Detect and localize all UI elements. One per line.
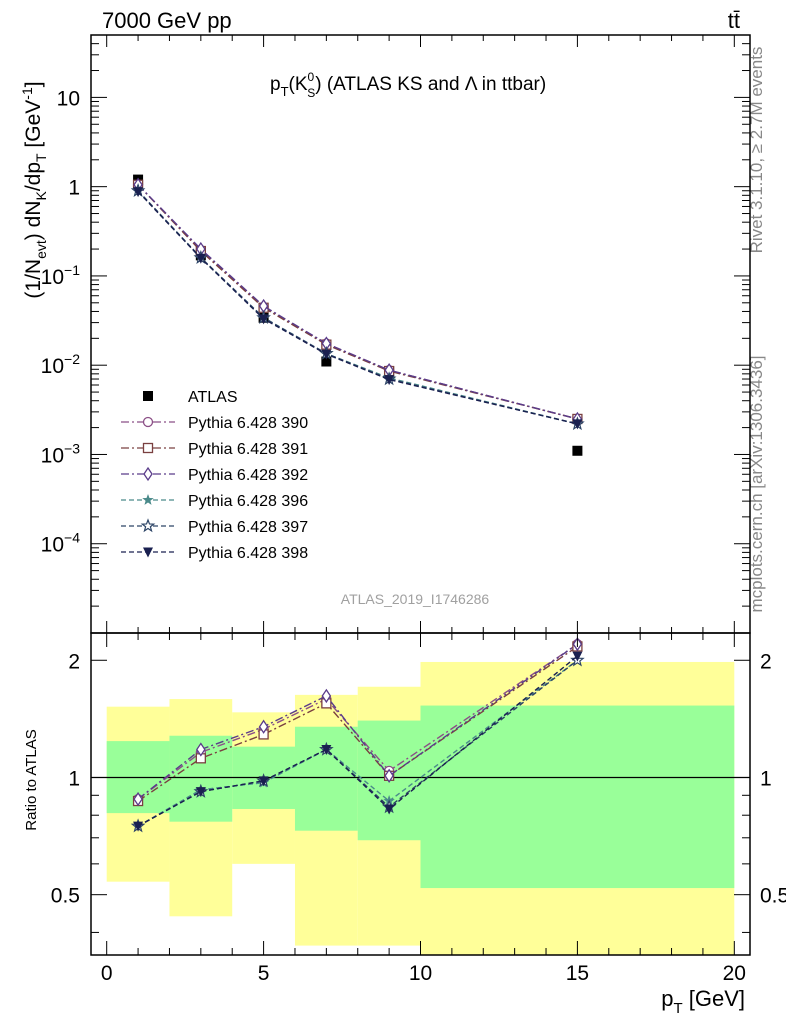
series-line bbox=[137, 184, 578, 420]
x-tick-label: 5 bbox=[258, 962, 270, 985]
legend-entry: Pythia 6.428 391 bbox=[188, 441, 308, 458]
ratio-y-tick-label: 1 bbox=[68, 767, 80, 790]
series-pythia-6-428-398 bbox=[133, 187, 583, 430]
ratio-y-tick-label-right: 0.5 bbox=[760, 885, 786, 908]
ratio-data-point bbox=[384, 804, 395, 815]
legend-marker bbox=[143, 391, 153, 401]
main-y-tick-label: 10−2 bbox=[41, 351, 81, 378]
uncertainty-band-inner bbox=[420, 705, 735, 889]
main-y-tick-label: 10−1 bbox=[41, 262, 81, 289]
ratio-series-line bbox=[137, 643, 578, 800]
main-y-tick-label: 10−4 bbox=[41, 530, 81, 557]
ratio-series-pythia-6-428-398 bbox=[133, 651, 583, 832]
ratio-data-point bbox=[258, 776, 269, 787]
data-point bbox=[321, 356, 332, 367]
ratio-series-line bbox=[137, 659, 578, 827]
legend-entry: Pythia 6.428 390 bbox=[188, 415, 308, 432]
series-line bbox=[137, 191, 578, 425]
legend-marker bbox=[142, 442, 154, 454]
data-point bbox=[321, 349, 332, 360]
main-title: pT(K0 S) (ATLAS KS and Λ in ttbar) bbox=[270, 70, 546, 100]
ratio-data-point bbox=[195, 787, 206, 798]
rivet-version-label: Rivet 3.1.10, ≥ 2.7M events bbox=[747, 47, 766, 254]
data-point bbox=[572, 419, 583, 430]
legend-marker bbox=[143, 466, 153, 482]
ratio-data-point bbox=[572, 651, 583, 662]
legend-marker bbox=[142, 494, 154, 505]
series-pythia-6-428-392 bbox=[133, 177, 583, 427]
ratio-y-tick-label-right: 1 bbox=[760, 767, 772, 790]
ratio-y-axis-label: Ratio to ATLAS bbox=[23, 729, 40, 830]
x-tick-label: 10 bbox=[409, 962, 432, 985]
data-point bbox=[572, 445, 583, 456]
ratio-panel: 2 1 0.5 2 1 0.5 0 5 10 15 20 Ratio to ATLAS pT [G… bbox=[23, 632, 786, 1017]
series-pythia-6-428-390 bbox=[132, 179, 583, 425]
legend: ATLAS Pythia 6.428 390 Pythia 6.428 391 Pyt… bbox=[121, 389, 308, 562]
legend-marker bbox=[140, 518, 156, 533]
ratio-data-point bbox=[321, 744, 332, 755]
ratio-data-point bbox=[384, 768, 394, 783]
ratio-data-point bbox=[133, 791, 143, 807]
legend-marker bbox=[142, 416, 154, 428]
legend-entry: Pythia 6.428 398 bbox=[188, 545, 308, 562]
ratio-series-line bbox=[137, 643, 578, 800]
ratio-y-tick-label-right: 2 bbox=[760, 650, 772, 673]
ratio-data-point bbox=[321, 688, 332, 704]
ratio-series-pythia-6-428-392 bbox=[133, 636, 583, 807]
header-process-label: tt̄ bbox=[728, 8, 740, 33]
ratio-data-point bbox=[196, 742, 206, 757]
x-tick-label: 0 bbox=[101, 962, 113, 985]
ratio-y-tick-label: 2 bbox=[68, 650, 80, 673]
legend-entry: ATLAS bbox=[188, 389, 238, 406]
data-point bbox=[133, 187, 144, 198]
header-energy-label: 7000 GeV pp bbox=[102, 8, 232, 33]
legend-entry: Pythia 6.428 396 bbox=[188, 493, 308, 510]
data-point bbox=[384, 375, 395, 386]
ratio-series-line bbox=[137, 655, 578, 827]
x-tick-label: 20 bbox=[723, 962, 746, 985]
series-pythia-6-428-391 bbox=[132, 179, 583, 425]
main-y-tick-label: 10 bbox=[57, 87, 80, 110]
ratio-y-tick-label: 0.5 bbox=[51, 885, 80, 908]
legend-entry: Pythia 6.428 392 bbox=[188, 467, 308, 484]
main-y-tick-label: 10−3 bbox=[41, 440, 81, 467]
main-frame bbox=[90, 34, 751, 634]
series-atlas bbox=[133, 174, 583, 456]
ratio-data-point bbox=[133, 821, 144, 832]
mcplots-label: mcplots.cern.ch [arXiv:1306.3436] bbox=[747, 355, 766, 612]
series-line bbox=[137, 184, 578, 420]
data-point bbox=[258, 314, 269, 325]
main-panel: 10 1 10−1 10−2 10−3 10−4 pT(K0 S) (ATLAS KS an… bbox=[19, 34, 751, 634]
legend-entry: Pythia 6.428 397 bbox=[188, 519, 308, 536]
legend-marker bbox=[143, 547, 153, 558]
analysis-watermark: ATLAS_2019_I1746286 bbox=[341, 591, 490, 607]
series-line bbox=[137, 184, 578, 420]
data-point bbox=[195, 253, 206, 264]
x-axis-label: pT [GeV] bbox=[661, 986, 745, 1017]
main-y-axis-label: (1/Nevt) dNK/dpT [GeV-1] bbox=[19, 81, 49, 298]
main-y-tick-label: 1 bbox=[68, 177, 80, 200]
x-tick-label: 15 bbox=[566, 962, 589, 985]
ratio-data-point bbox=[258, 719, 269, 734]
